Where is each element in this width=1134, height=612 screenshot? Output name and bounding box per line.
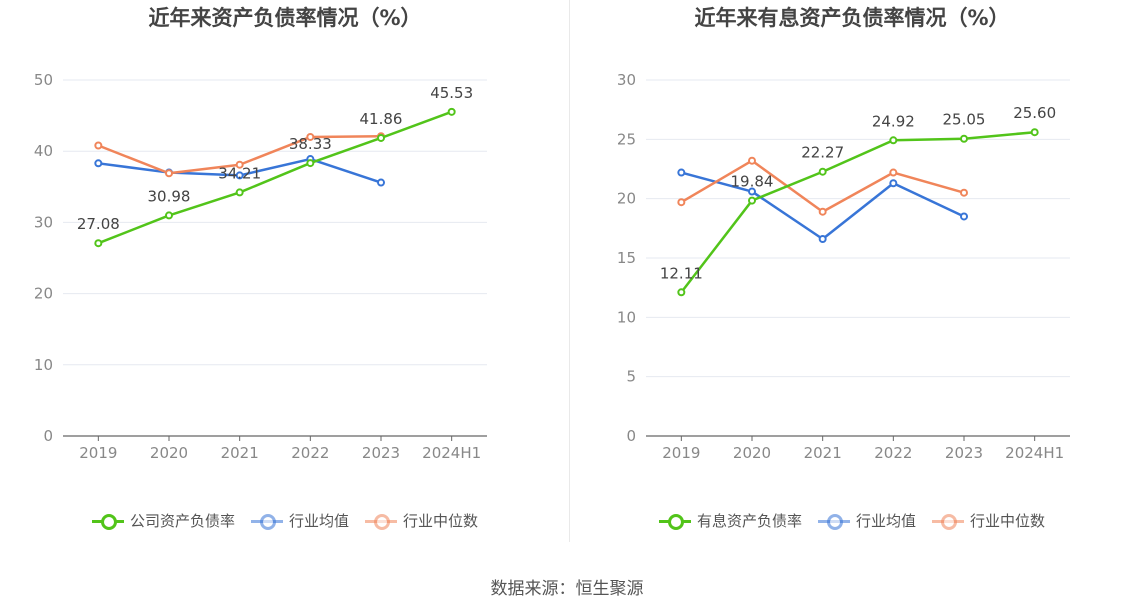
left-data-point [94, 159, 103, 168]
right-chart-title: 近年来有息资产负债率情况（%） [694, 6, 1010, 30]
right-data-label: 25.05 [943, 111, 986, 129]
right-data-point [889, 179, 898, 188]
left-data-point [447, 107, 456, 116]
right-data-label: 22.27 [801, 144, 844, 162]
legend-label: 行业均值 [855, 512, 916, 530]
left-data-label: 27.08 [77, 215, 120, 233]
right-legend-item[interactable]: 行业均值 [817, 510, 916, 531]
right-data-label: 24.92 [872, 112, 915, 130]
left-y-tick-label: 30 [34, 213, 53, 231]
right-y-tick-label: 25 [617, 130, 636, 148]
left-data-point [94, 239, 103, 248]
right-data-point [818, 167, 827, 176]
right-data-label: 19.84 [731, 173, 774, 191]
left-chart-legend: 公司资产负债率 行业均值 行业中位数 [0, 510, 570, 531]
left-y-tick-label: 50 [34, 71, 53, 89]
right-y-tick-label: 30 [617, 71, 636, 89]
right-chart-svg: 0 5 10 15 20 25 30 2019 2020 2021 2022 2023 2024H1 12… [617, 71, 1070, 462]
left-data-point [235, 188, 244, 197]
right-data-point [748, 156, 756, 165]
left-data-point [235, 160, 244, 169]
right-x-tick-label: 2020 [733, 444, 771, 462]
right-y-tick-label: 0 [626, 427, 636, 445]
right-data-point [748, 196, 756, 205]
left-data-point [377, 178, 385, 187]
data-source-footer: 数据来源：恒生聚源 [490, 579, 644, 599]
legend-label: 行业中位数 [970, 512, 1046, 530]
right-data-point [1030, 128, 1039, 137]
right-series-line-1 [681, 171, 965, 241]
right-data-point [960, 134, 968, 143]
left-data-label: 38.33 [289, 135, 332, 153]
right-data-label: 12.11 [660, 264, 703, 282]
left-data-label: 34.21 [218, 164, 261, 182]
right-data-point [677, 198, 686, 207]
right-legend-item[interactable]: 有息资产负债率 [658, 510, 802, 531]
left-data-point [165, 211, 173, 220]
left-data-point [306, 132, 315, 141]
left-data-label: 41.86 [360, 110, 403, 128]
left-data-point [306, 159, 315, 168]
right-data-point [960, 212, 968, 221]
left-x-tick-label: 2022 [291, 444, 329, 462]
right-chart-panel: 近年来有息资产负债率情况（%） 0 5 10 15 20 25 30 2019 2020 2021… [570, 0, 1134, 560]
right-series-line-0 [680, 130, 1035, 294]
legend-line-circle-icon [250, 511, 283, 531]
right-x-tick-label: 2021 [804, 444, 842, 462]
left-x-tick-label: 2023 [362, 444, 400, 462]
left-x-tick-label: 2020 [150, 444, 188, 462]
right-y-tick-label: 20 [617, 190, 636, 208]
left-legend-item[interactable]: 行业均值 [250, 510, 349, 531]
left-chart-panel: 近年来资产负债率情况（%） 0 10 20 30 40 50 2019 2020 2021 202… [0, 0, 570, 560]
right-x-tick-label: 2023 [945, 444, 983, 462]
legend-line-circle-icon [932, 511, 964, 531]
left-y-tick-label: 10 [34, 356, 53, 374]
legend-line-circle-icon [658, 511, 691, 531]
right-data-point [818, 235, 827, 244]
right-y-tick-label: 10 [617, 308, 636, 326]
legend-label: 有息资产负债率 [696, 512, 802, 530]
right-y-tick-label: 15 [617, 249, 636, 267]
right-data-point [960, 188, 968, 197]
legend-label: 公司资产负债率 [129, 512, 235, 530]
left-series-line-0 [97, 110, 453, 245]
legend-label: 行业均值 [288, 512, 349, 530]
left-data-point [165, 169, 173, 178]
left-y-tick-label: 0 [43, 427, 53, 445]
right-data-label: 25.60 [1013, 104, 1056, 122]
left-legend-item[interactable]: 公司资产负债率 [91, 510, 235, 531]
right-x-tick-label: 2024H1 [1005, 444, 1064, 462]
left-data-label: 30.98 [148, 187, 191, 205]
legend-line-circle-icon [91, 511, 124, 531]
legend-line-circle-icon [817, 511, 850, 531]
left-data-point [94, 141, 103, 150]
left-data-point [235, 171, 244, 180]
right-x-tick-label: 2019 [662, 444, 700, 462]
left-data-label: 45.53 [430, 84, 473, 102]
left-data-point [377, 133, 385, 142]
right-data-point [889, 136, 898, 145]
right-legend-item[interactable]: 行业中位数 [932, 510, 1045, 531]
legend-line-circle-icon [365, 511, 397, 531]
panel-divider [569, 0, 570, 542]
left-y-tick-label: 20 [34, 285, 53, 303]
left-y-tick-label: 40 [34, 142, 53, 160]
left-x-tick-label: 2019 [79, 444, 117, 462]
legend-label: 行业中位数 [403, 512, 479, 530]
left-legend-item[interactable]: 行业中位数 [365, 510, 478, 531]
right-chart-legend: 有息资产负债率 行业均值 行业中位数 [570, 510, 1134, 531]
right-data-point [818, 207, 827, 216]
left-x-tick-label: 2024H1 [422, 444, 481, 462]
left-chart-svg: 0 10 20 30 40 50 2019 2020 2021 2022 2023 2024H1 27.… [34, 71, 487, 462]
right-data-point [889, 168, 898, 177]
right-x-tick-label: 2022 [874, 444, 912, 462]
right-y-tick-label: 5 [626, 368, 636, 386]
left-chart-title: 近年来资产负债率情况（%） [148, 6, 422, 30]
left-x-tick-label: 2021 [221, 444, 259, 462]
right-data-point [748, 187, 756, 196]
right-data-point [677, 168, 686, 177]
right-data-point [677, 288, 686, 297]
